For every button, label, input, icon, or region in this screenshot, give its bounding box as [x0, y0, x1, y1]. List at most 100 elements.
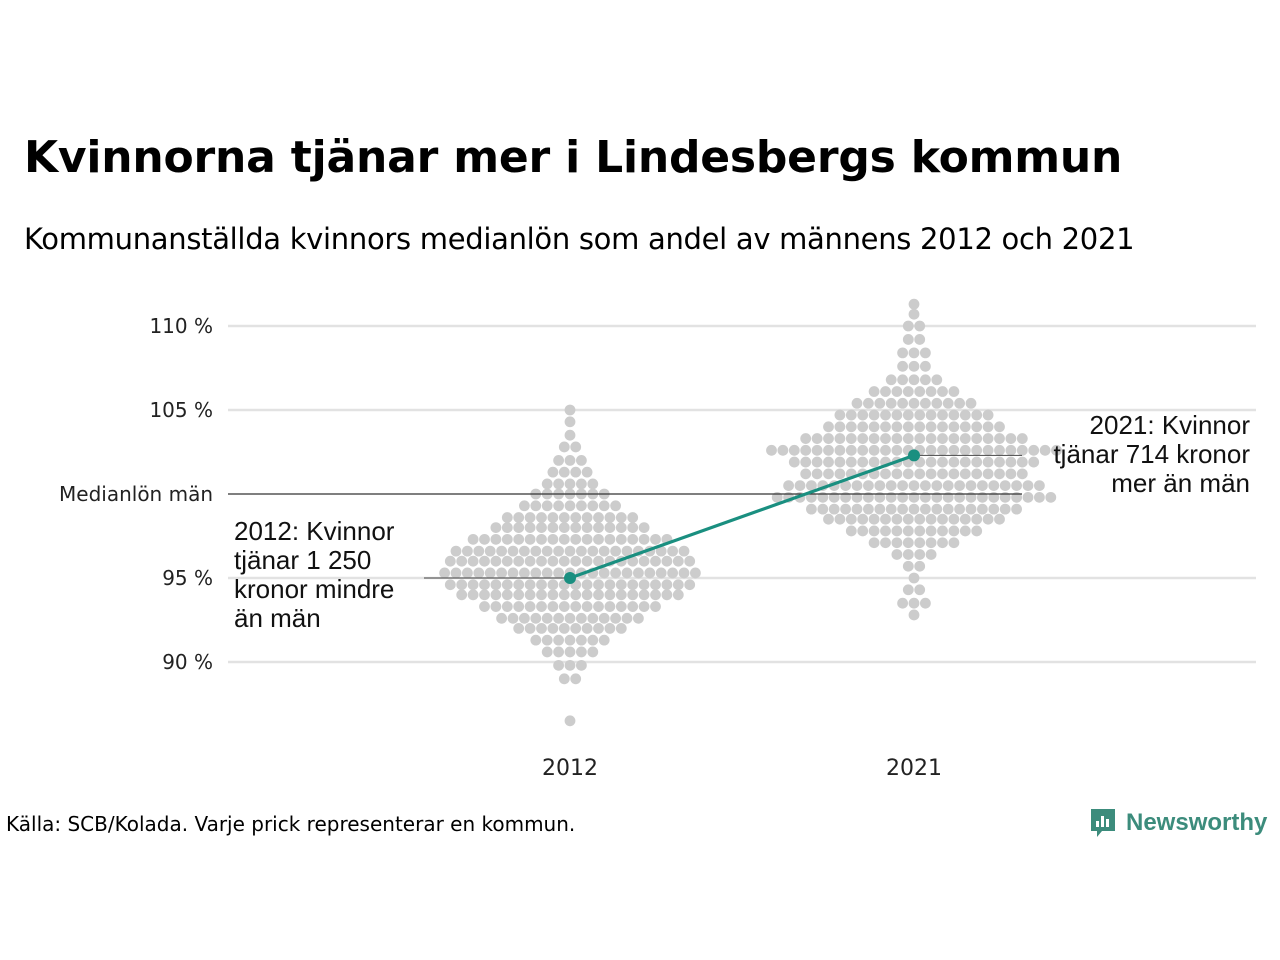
municipality-dot [908, 360, 920, 372]
municipality-dot [908, 298, 920, 310]
municipality-dot [834, 421, 846, 433]
municipality-dot [937, 525, 948, 537]
municipality-dot [541, 500, 553, 512]
municipality-dot [672, 555, 684, 567]
municipality-dot [627, 589, 639, 601]
municipality-dot [1016, 456, 1028, 468]
municipality-dot [880, 537, 891, 549]
municipality-dot [891, 386, 903, 397]
municipality-dot [524, 512, 536, 523]
municipality-dot [959, 456, 971, 468]
municipality-dot [444, 579, 456, 591]
municipality-dot [823, 468, 834, 480]
municipality-dot [593, 522, 604, 533]
municipality-dot [604, 601, 616, 612]
municipality-dot [633, 612, 644, 624]
municipality-dot [667, 545, 678, 557]
municipality-dot [536, 579, 547, 591]
municipality-dot [965, 503, 977, 515]
municipality-dot [467, 533, 479, 545]
municipality-dot [576, 500, 587, 512]
municipality-dot [473, 545, 485, 557]
municipality-dot [467, 555, 479, 567]
municipality-dot [650, 555, 661, 567]
municipality-dot [857, 421, 869, 433]
municipality-dot [644, 567, 656, 579]
municipality-dot [834, 433, 846, 444]
municipality-dot [576, 659, 587, 671]
municipality-dot [462, 567, 473, 579]
municipality-dot [530, 545, 542, 557]
chart-subtitle: Kommunanställda kvinnors medianlön som a… [24, 222, 1135, 256]
municipality-dot [547, 555, 559, 567]
municipality-dot [564, 715, 576, 727]
municipality-dot [615, 601, 627, 612]
municipality-dot [547, 512, 559, 523]
municipality-dot [908, 480, 920, 491]
municipality-dot [479, 555, 490, 567]
municipality-dot [999, 503, 1011, 515]
municipality-dot [615, 623, 627, 634]
municipality-dot [863, 397, 874, 409]
municipality-dot [479, 579, 490, 591]
municipality-dot [507, 567, 519, 579]
municipality-dot [994, 456, 1005, 468]
municipality-dot [587, 612, 599, 624]
municipality-dot [897, 397, 908, 409]
municipality-dot [507, 612, 519, 624]
municipality-dot [959, 525, 971, 537]
municipality-dot [834, 468, 846, 480]
municipality-dot [914, 386, 926, 397]
highlight-line [569, 453, 915, 580]
municipality-dot [874, 480, 886, 491]
municipality-dot [954, 491, 965, 503]
municipality-dot [902, 334, 914, 345]
annotation-text: 2021: Kvinnor [1090, 410, 1251, 440]
municipality-dot [965, 491, 977, 503]
municipality-dot [948, 537, 960, 549]
municipality-dot [891, 433, 903, 444]
municipality-dot [564, 429, 576, 441]
municipality-dot [908, 609, 920, 621]
municipality-dot [638, 589, 650, 601]
municipality-dot [547, 589, 559, 601]
municipality-dot [959, 513, 971, 525]
y-tick-label: 105 % [149, 398, 213, 422]
municipality-dot [937, 421, 948, 433]
municipality-dot [564, 455, 576, 466]
municipality-dot [902, 513, 914, 525]
municipality-dot [553, 455, 564, 466]
municipality-dot [581, 579, 593, 591]
municipality-dot [811, 433, 823, 444]
municipality-dot [982, 513, 994, 525]
municipality-dot [627, 601, 639, 612]
municipality-dot [942, 491, 954, 503]
municipality-dot [891, 537, 903, 549]
municipality-dot [553, 500, 564, 512]
municipality-dot [908, 491, 920, 503]
highlight-point [564, 572, 576, 584]
municipality-dot [766, 444, 777, 456]
municipality-dot [553, 659, 564, 671]
highlight-point [908, 449, 920, 462]
municipality-dot [553, 545, 564, 557]
municipality-dot [800, 468, 812, 480]
municipality-dot [942, 397, 954, 409]
municipality-dot [885, 397, 897, 409]
municipality-dot [902, 386, 914, 397]
municipality-dot [667, 567, 678, 579]
municipality-dot [473, 567, 485, 579]
annotation-text: mer än män [1111, 468, 1250, 498]
municipality-dot [948, 421, 960, 433]
municipality-dot [914, 409, 926, 421]
municipality-dot [982, 468, 994, 480]
municipality-dot [1005, 468, 1017, 480]
municipality-dot [937, 468, 948, 480]
municipality-dot [661, 589, 673, 601]
municipality-dots [439, 298, 1062, 727]
municipality-dot [942, 480, 954, 491]
municipality-dot [925, 421, 937, 433]
municipality-dot [902, 409, 914, 421]
municipality-dot [800, 444, 812, 456]
